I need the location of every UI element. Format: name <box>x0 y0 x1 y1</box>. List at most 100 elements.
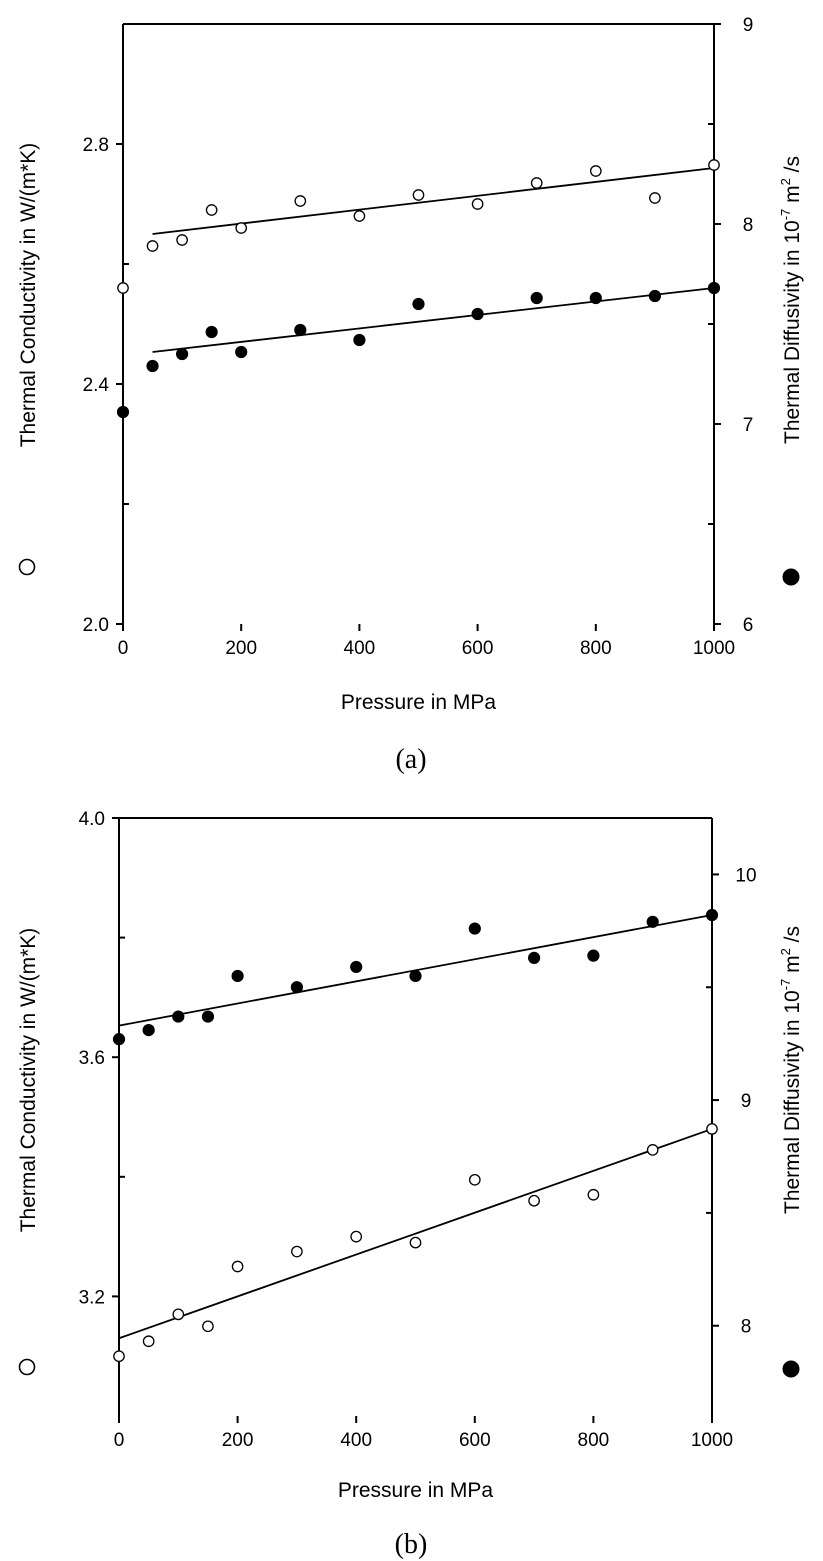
left-tick-label: 2.0 <box>83 615 109 636</box>
panel-a: 0 200 400 600 800 1000 2.0 2.4 2.8 6 7 8 9 Pressure i… <box>17 15 804 775</box>
conductivity-data-point <box>231 1260 244 1273</box>
right-axis-title-part: Thermal Diffusivity in 10 <box>781 990 804 1214</box>
diffusivity-data-point <box>707 281 721 295</box>
diffusivity-data-point <box>146 359 159 373</box>
conductivity-data-point <box>294 195 307 207</box>
conductivity-data-point <box>646 1144 659 1156</box>
conductivity-data-point <box>412 189 425 201</box>
diffusivity-data-point <box>409 969 422 983</box>
right-tick-label: 9 <box>743 15 754 36</box>
right-axis-title-part: m <box>781 955 804 978</box>
conductivity-data-point <box>468 1173 481 1186</box>
conductivity-data-point <box>353 210 366 222</box>
x-tick-label: 800 <box>580 638 612 659</box>
conductivity-data-point <box>708 159 720 171</box>
conductivity-data-point <box>528 1194 540 1207</box>
filled-circle-legend-marker <box>782 568 800 586</box>
diffusivity-data-point <box>353 333 366 347</box>
conductivity-data-point <box>172 1308 185 1321</box>
x-tick-label: 1000 <box>693 638 735 659</box>
right-axis-title-part: /s <box>781 926 804 948</box>
conductivity-data-point <box>202 1320 214 1333</box>
x-tick-label: 0 <box>114 1430 125 1451</box>
conductivity-data-point <box>176 234 188 246</box>
x-tick-label: 400 <box>340 1430 372 1451</box>
diffusivity-data-point <box>176 347 189 361</box>
x-tick-label: 600 <box>462 638 494 659</box>
conductivity-data-point <box>589 165 602 177</box>
diffusivity-data-point <box>705 908 719 922</box>
left-axis-title: Thermal Conductivity in W/(m*K) <box>17 928 40 1233</box>
x-tick-label: 200 <box>222 1430 254 1451</box>
right-axis-title-part: m <box>781 185 804 208</box>
diffusivity-data-point <box>235 345 248 359</box>
diffusivity-data-point <box>589 291 602 305</box>
right-tick-label: 6 <box>743 615 754 636</box>
x-tick-label: 1000 <box>691 1430 733 1451</box>
diffusivity-data-point <box>142 1024 155 1037</box>
diffusivity-fit-line <box>152 287 715 353</box>
open-circle-legend-marker <box>18 558 36 576</box>
x-tick-label: 800 <box>578 1430 610 1451</box>
x-tick-label: 0 <box>118 638 129 659</box>
right-axis-title-superscript: 2 <box>778 948 793 955</box>
diffusivity-data-point <box>350 960 363 974</box>
conductivity-data-point <box>142 1335 155 1348</box>
diffusivity-data-point <box>528 951 541 965</box>
diffusivity-data-point <box>646 915 659 928</box>
conductivity-data-point <box>113 1350 125 1363</box>
x-tick-label: 200 <box>225 638 257 659</box>
conductivity-data-point <box>235 222 248 234</box>
diffusivity-data-point <box>471 307 484 321</box>
left-tick-label: 4.0 <box>79 809 105 830</box>
conductivity-fit-line <box>152 167 715 235</box>
diffusivity-data-point <box>587 949 600 962</box>
diffusivity-data-point <box>116 405 130 419</box>
left-tick-label: 2.4 <box>83 375 110 396</box>
right-tick-label: 10 <box>735 865 756 886</box>
diffusivity-data-point <box>172 1010 185 1023</box>
diffusivity-data-point <box>205 325 218 339</box>
right-axis-title-superscript: -7 <box>778 209 793 221</box>
conductivity-data-point <box>471 198 484 210</box>
right-axis-title-superscript: -7 <box>778 979 793 991</box>
conductivity-data-point <box>146 240 159 252</box>
diffusivity-data-point <box>231 969 244 983</box>
right-axis-title-part: Thermal Diffusivity in 10 <box>781 220 804 444</box>
x-axis-title: Pressure in MPa <box>341 691 497 714</box>
right-axis-title-superscript: 2 <box>778 178 793 185</box>
diffusivity-data-point <box>112 1033 126 1046</box>
x-tick-label: 600 <box>459 1430 491 1451</box>
conductivity-data-point <box>205 204 218 216</box>
diffusivity-data-point <box>530 291 543 305</box>
diffusivity-data-point <box>648 289 662 303</box>
diffusivity-data-point <box>201 1010 215 1023</box>
panel-b: 0 200 400 600 800 1000 3.2 3.6 4.0 8 9 10 Pressure i… <box>17 809 804 1560</box>
conductivity-data-point <box>706 1123 718 1135</box>
filled-circle-legend-marker <box>782 1360 800 1378</box>
right-tick-label: 7 <box>743 415 754 436</box>
right-tick-label: 9 <box>741 1091 752 1112</box>
conductivity-data-point <box>291 1245 303 1258</box>
conductivity-data-point <box>409 1236 422 1249</box>
open-circle-legend-marker <box>18 1358 36 1376</box>
panel-label: (a) <box>395 744 426 775</box>
left-tick-label: 3.2 <box>79 1287 105 1308</box>
conductivity-data-point <box>350 1230 363 1243</box>
left-tick-label: 2.8 <box>83 135 109 156</box>
diffusivity-data-point <box>290 981 303 994</box>
diffusivity-data-point <box>294 323 307 337</box>
diffusivity-data-point <box>412 297 425 311</box>
x-axis-title: Pressure in MPa <box>338 1479 494 1502</box>
left-axis-title: Thermal Conductivity in W/(m*K) <box>17 143 40 448</box>
panel-label: (b) <box>395 1529 428 1560</box>
conductivity-data-point <box>117 282 129 294</box>
right-tick-label: 8 <box>743 215 754 236</box>
left-tick-label: 3.6 <box>79 1048 105 1069</box>
conductivity-fit-line <box>118 1128 713 1340</box>
conductivity-data-point <box>530 177 543 189</box>
x-tick-label: 400 <box>344 638 376 659</box>
right-tick-label: 8 <box>741 1317 752 1338</box>
conductivity-data-point <box>649 192 661 204</box>
